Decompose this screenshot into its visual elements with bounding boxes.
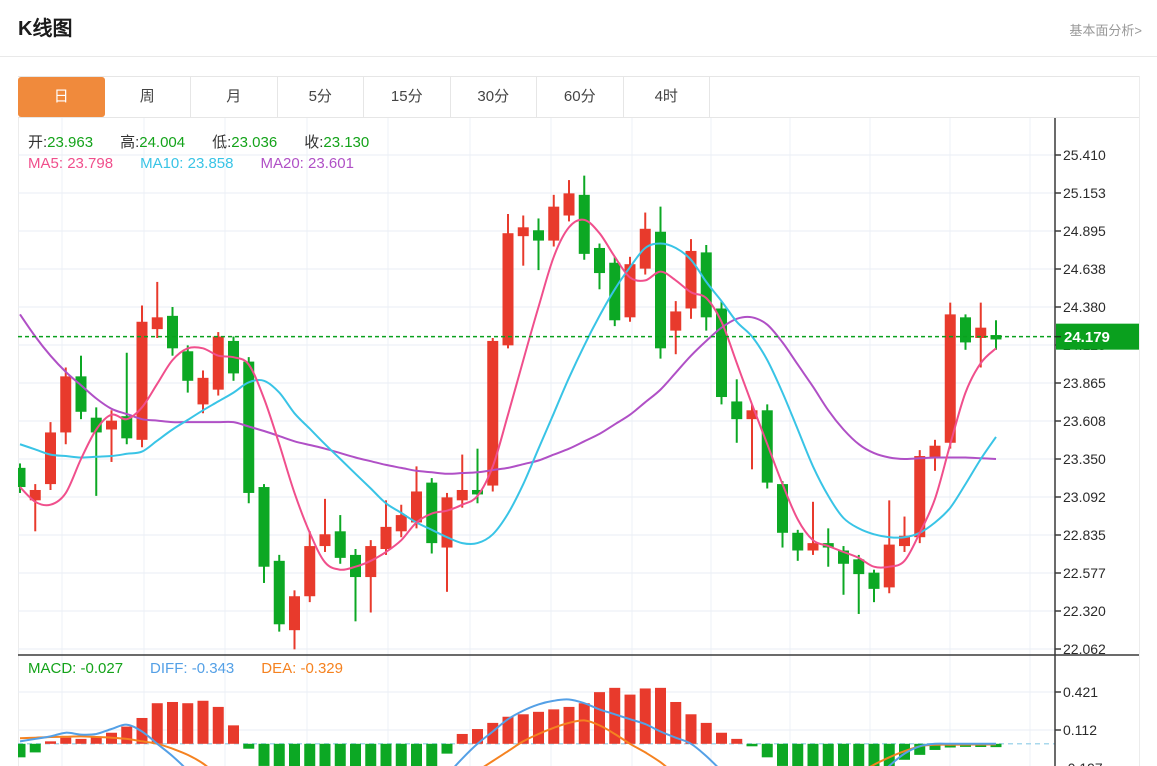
tab-interval-3[interactable]: 月 <box>191 77 278 117</box>
ma10-line <box>19 242 997 546</box>
legend-item: 收:23.130 <box>304 134 370 151</box>
legend-item: MACD: -0.027 <box>28 660 124 677</box>
kline-chart-canvas[interactable]: 25.41025.15324.89524.63824.38024.12323.8… <box>0 118 1157 766</box>
svg-text:23.092: 23.092 <box>1063 489 1106 505</box>
svg-text:24.895: 24.895 <box>1063 223 1106 239</box>
svg-text:23.608: 23.608 <box>1063 413 1106 429</box>
svg-text:24.380: 24.380 <box>1063 299 1106 315</box>
diff-line <box>19 698 996 766</box>
legend-item: MA20: 23.601 <box>260 155 354 172</box>
ohlc-legend: 开:23.963 高:24.004 低:23.036 收:23.130 <box>28 131 369 152</box>
svg-text:23.865: 23.865 <box>1063 375 1106 391</box>
svg-text:25.153: 25.153 <box>1063 185 1106 201</box>
main-gridlines <box>18 154 1055 731</box>
legend-item: DIFF: -0.343 <box>150 660 235 677</box>
tab-interval-5[interactable]: 15分 <box>364 77 451 117</box>
tab-interval-7[interactable]: 60分 <box>537 77 624 117</box>
panel-border-right <box>1139 76 1140 766</box>
dea-line <box>19 719 997 766</box>
svg-text:23.350: 23.350 <box>1063 451 1106 467</box>
page-title: K线图 <box>18 18 73 40</box>
svg-text:0.421: 0.421 <box>1063 684 1098 700</box>
svg-text:22.835: 22.835 <box>1063 527 1106 543</box>
svg-text:22.320: 22.320 <box>1063 603 1106 619</box>
price-axis-labels: 25.41025.15324.89524.63824.38024.12323.8… <box>1055 147 1106 657</box>
legend-item: 开:23.963 <box>28 134 94 151</box>
legend-item: MA5: 23.798 <box>28 155 114 172</box>
legend-item: 高:24.004 <box>120 134 186 151</box>
legend-item: DEA: -0.329 <box>261 660 343 677</box>
macd-axis-labels: 0.421 0.112 -0.197 <box>1055 684 1103 766</box>
tab-interval-8[interactable]: 4时 <box>623 77 710 117</box>
tab-interval-1[interactable]: 日 <box>18 77 105 117</box>
current-price-tag: 24.179 <box>1055 323 1139 350</box>
svg-text:25.410: 25.410 <box>1063 147 1106 163</box>
macd-histogram <box>18 687 1002 766</box>
legend-item: MA10: 23.858 <box>140 155 234 172</box>
svg-text:24.179: 24.179 <box>1064 329 1110 346</box>
svg-text:0.112: 0.112 <box>1063 722 1097 738</box>
vertical-gridlines <box>61 118 1031 766</box>
svg-text:24.638: 24.638 <box>1063 261 1106 277</box>
ma-legend: MA5: 23.798 MA10: 23.858 MA20: 23.601 <box>28 155 354 172</box>
legend-item: 低:23.036 <box>212 134 278 151</box>
fundamental-analysis-link[interactable]: 基本面分析> <box>1069 23 1142 38</box>
svg-text:22.577: 22.577 <box>1063 565 1106 581</box>
interval-tabbar: 日周月 5分 15分 30分 60分 4时 <box>18 76 1139 118</box>
title-divider <box>0 56 1157 57</box>
svg-text:22.062: 22.062 <box>1063 641 1106 657</box>
svg-text:-0.197: -0.197 <box>1063 760 1103 766</box>
ma5-line <box>19 218 997 571</box>
macd-legend: MACD: -0.027 DIFF: -0.343 DEA: -0.329 <box>28 660 343 677</box>
tab-interval-2[interactable]: 周 <box>104 77 191 117</box>
tab-interval-4[interactable]: 5分 <box>277 77 364 117</box>
tab-interval-6[interactable]: 30分 <box>450 77 537 117</box>
